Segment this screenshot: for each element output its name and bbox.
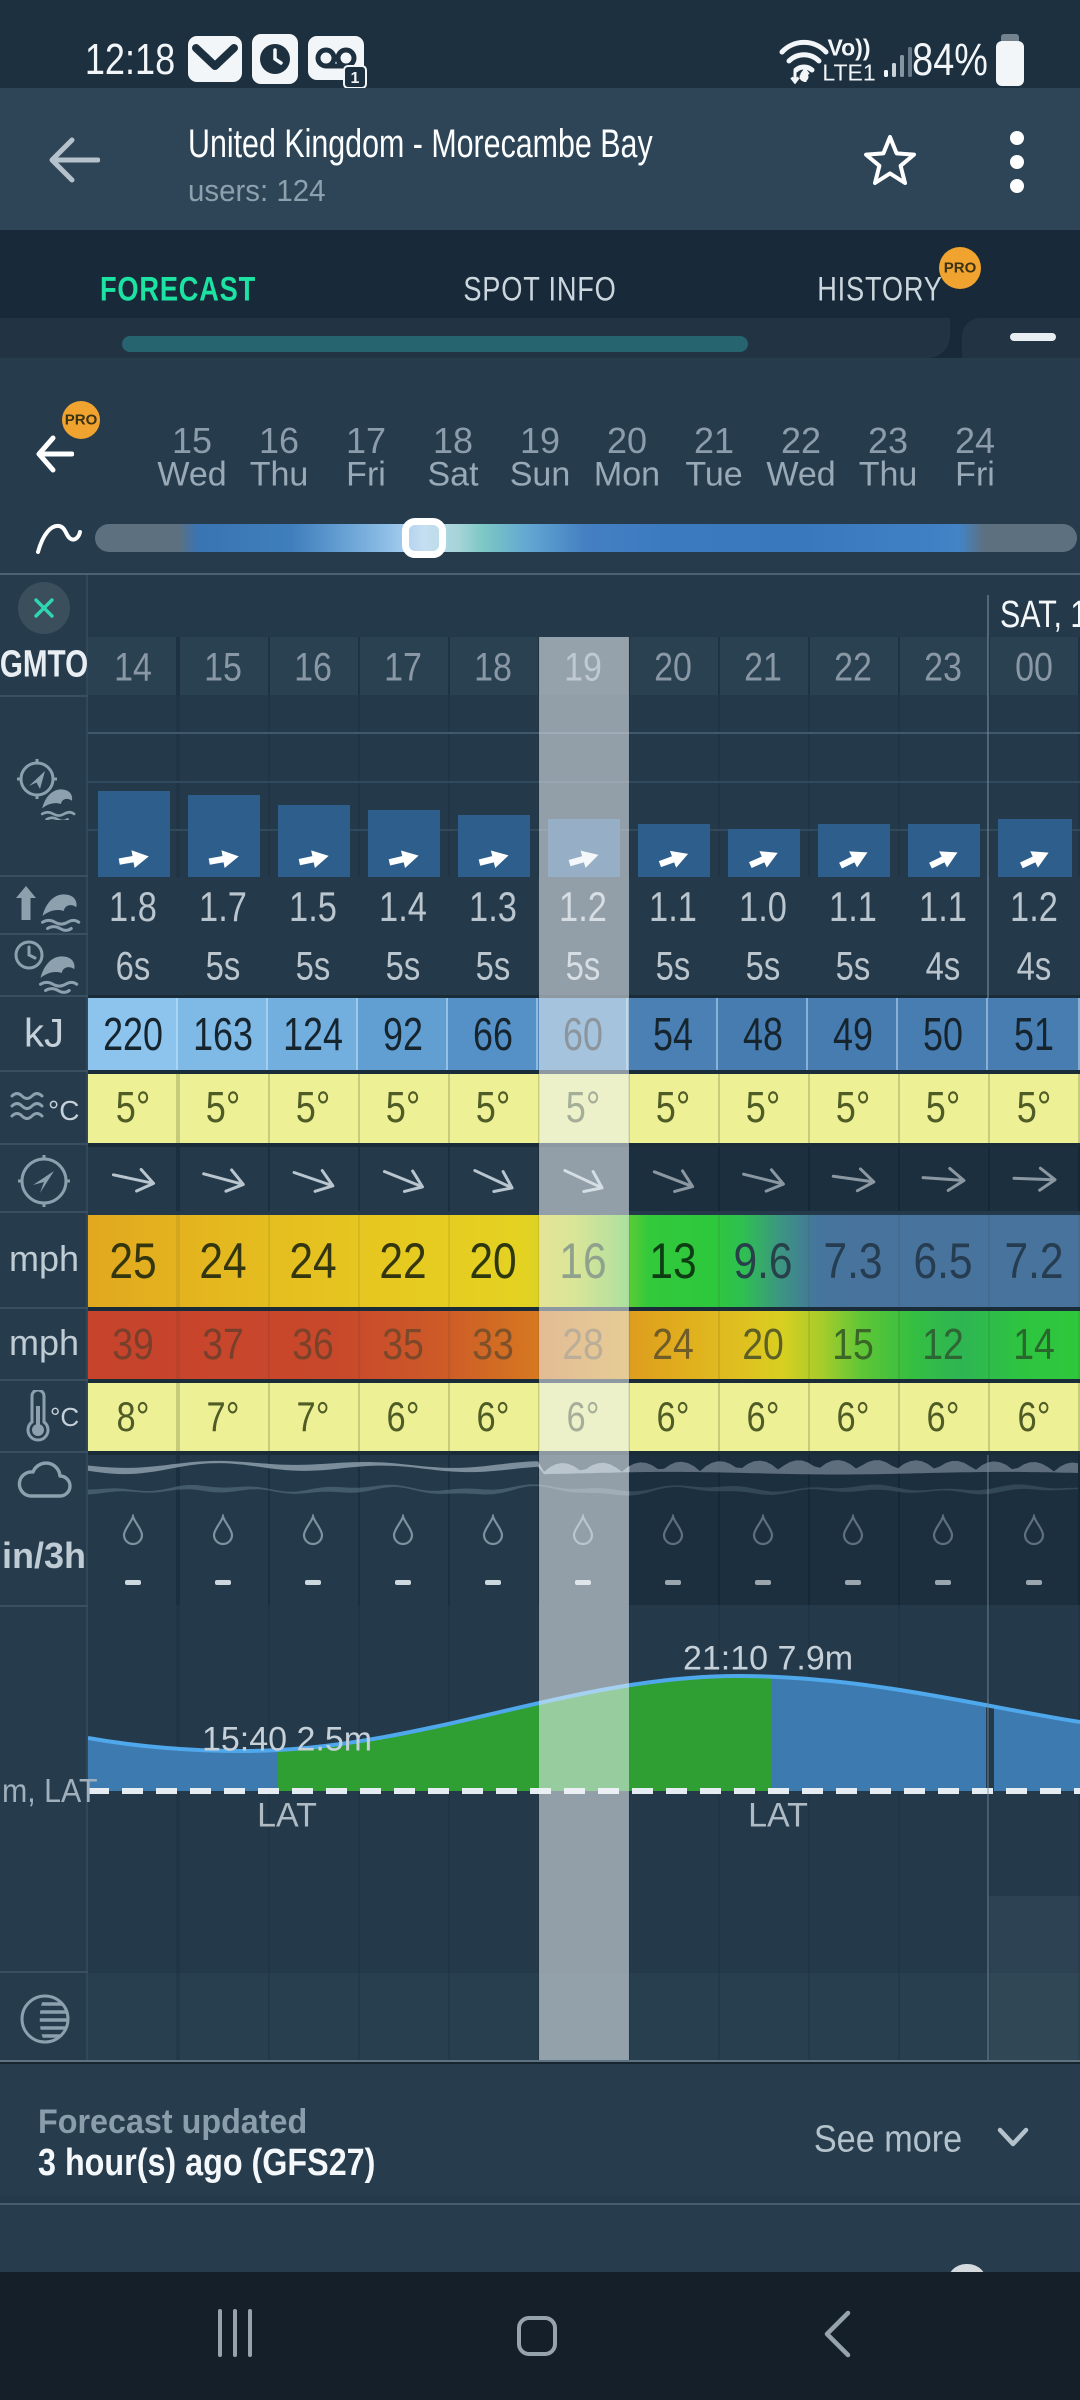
svg-text:1: 1 <box>351 70 360 87</box>
svg-text:°C: °C <box>50 1402 79 1432</box>
svg-text:°C: °C <box>48 1095 79 1126</box>
